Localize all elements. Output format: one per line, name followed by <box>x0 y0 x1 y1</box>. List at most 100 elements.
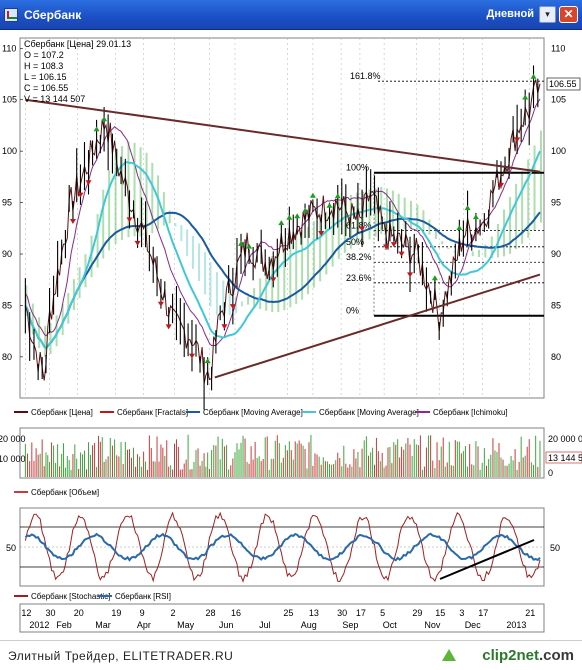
vertical-grid <box>25 38 530 398</box>
price-tick-right-0: 110 <box>551 43 565 53</box>
legend-stochastic: Сбербанк [Stochastic] <box>31 592 111 601</box>
cloud-slice-159 <box>343 197 346 253</box>
fractal-down-168 <box>359 226 366 232</box>
time-axis-months: 2012 Feb Mar Apr May Jun Jul Aug Sep Oct Nov Dec 201… <box>29 620 526 630</box>
cloud-slice-39 <box>102 189 105 259</box>
fractal-up-252 <box>530 73 537 79</box>
info-low: L = 106.15 <box>24 72 66 82</box>
legend-volume: Сбербанк [Объем] <box>31 488 99 497</box>
oscillator-axis-right: 50 <box>550 543 560 553</box>
cloud-slice-93 <box>209 262 212 307</box>
fractal-down-192 <box>407 272 414 278</box>
oscillator-axis-left: 50 <box>6 543 16 553</box>
cloud-slice-24 <box>72 279 75 311</box>
time-month-8: Sep <box>342 620 358 630</box>
volume-axis-right-zero: 0 <box>548 468 553 478</box>
fractal-down-32 <box>85 180 92 186</box>
cloud-slice-45 <box>114 155 117 244</box>
fractal-down-100 <box>221 324 228 330</box>
fractal-up-36 <box>93 126 100 132</box>
time-day-6: 28 <box>205 608 215 618</box>
price-legend: Сбербанк [Цена] Сбербанк [Fractals] Сбер… <box>14 408 508 417</box>
fractal-up-248 <box>522 94 529 100</box>
time-day-7: 16 <box>231 608 241 618</box>
time-day-15: 3 <box>459 608 464 618</box>
fractal-up-152 <box>326 202 333 208</box>
time-month-9: Oct <box>383 620 398 630</box>
rsi-trendline[interactable] <box>439 539 535 580</box>
cloud-slice-63 <box>151 162 154 234</box>
moving-average-slow <box>24 211 541 350</box>
info-close: C = 106.55 <box>24 83 68 93</box>
cloud-slice-69 <box>162 192 165 226</box>
rsi-line <box>24 532 541 562</box>
time-month-1: Feb <box>56 620 72 630</box>
cloud-slice-213 <box>453 251 456 253</box>
price-tick-left-3: 95 <box>2 198 12 208</box>
clip2net-logo[interactable]: clip2net.com <box>482 647 574 664</box>
cloud-slice-210 <box>447 247 450 249</box>
fractal-up-156 <box>334 193 341 199</box>
time-month-4: May <box>177 620 195 630</box>
fractal-up-224 <box>472 214 479 220</box>
cloud-slice-33 <box>90 235 93 278</box>
cloud-slice-204 <box>434 230 437 239</box>
cloud-slice-168 <box>362 191 365 243</box>
price-tick-left-6: 80 <box>2 352 12 362</box>
time-month-3: Apr <box>137 620 151 630</box>
upload-arrow-icon <box>442 649 456 661</box>
period-label[interactable]: Дневной <box>486 8 535 20</box>
cloud-slice-135 <box>295 232 298 304</box>
cloud-slice-225 <box>478 249 481 258</box>
price-tick-right-3: 95 <box>551 198 561 208</box>
info-high: H = 108.3 <box>24 61 63 71</box>
cloud-slice-81 <box>186 229 189 256</box>
time-month-10: Nov <box>424 620 441 630</box>
period-dropdown-button[interactable]: ▾ <box>539 6 556 23</box>
horizontal-grid <box>20 47 23 358</box>
info-volume: V = 13 144 507 <box>24 94 85 104</box>
legend-fractals: Сбербанк [Fractals] <box>117 408 188 417</box>
fib-label-4: 61.8% <box>346 220 372 230</box>
brand-suffix: .com <box>538 647 574 664</box>
footer: Элитный Трейдер, ELITETRADER.RU clip2net… <box>0 640 582 670</box>
fractal-up-216 <box>456 224 463 230</box>
fib-label-3: 50% <box>346 237 364 247</box>
cloud-slice-216 <box>459 253 462 255</box>
price-tick-left-4: 90 <box>2 249 12 259</box>
cloud-slice-111 <box>247 296 250 305</box>
cloud-slice-132 <box>289 237 292 308</box>
support-trendline[interactable] <box>214 273 541 379</box>
fractal-down-184 <box>390 242 397 248</box>
fractal-down-188 <box>398 251 405 257</box>
cloud-slice-144 <box>312 221 315 288</box>
cloud-slice-141 <box>307 226 310 295</box>
cloud-slice-48 <box>121 146 124 240</box>
info-date: Сбербанк [Цена] 29.01.13 <box>24 39 131 49</box>
fib-label-6: 161.8% <box>350 71 381 81</box>
cloud-slice-72 <box>168 210 171 224</box>
source-credit: Элитный Трейдер, ELITETRADER.RU <box>8 649 234 663</box>
cloud-slice-102 <box>228 288 231 315</box>
chart-area[interactable]: 0% 23.6% 38.2% 50% 61.8% 100% 161.8% Сбербанк … <box>0 30 582 640</box>
fractal-down-236 <box>498 182 505 188</box>
fractal-up-204 <box>431 275 438 281</box>
cloud-slice-240 <box>509 197 512 254</box>
stochastic-line <box>24 511 541 583</box>
cloud-slice-162 <box>349 194 352 249</box>
info-open: O = 107.2 <box>24 50 64 60</box>
price-axis-left: 110 105 100 95 90 85 80 <box>2 43 17 362</box>
cloud-slice-6 <box>38 317 41 349</box>
cloud-slice-57 <box>139 147 142 237</box>
chart-svg[interactable]: 0% 23.6% 38.2% 50% 61.8% 100% 161.8% Сбербанк … <box>0 30 582 640</box>
cloud-slice-3 <box>31 303 34 335</box>
cloud-slice-36 <box>96 214 99 268</box>
price-tick-left-2: 100 <box>2 146 17 156</box>
close-button[interactable]: ✕ <box>559 6 578 23</box>
resistance-trendline[interactable] <box>25 98 541 173</box>
fractal-down-124 <box>270 277 277 283</box>
cloud-slice-60 <box>145 152 148 237</box>
cloud-slice-252 <box>533 145 536 232</box>
last-price-marker <box>546 77 581 91</box>
time-month-12: 2013 <box>506 620 526 630</box>
